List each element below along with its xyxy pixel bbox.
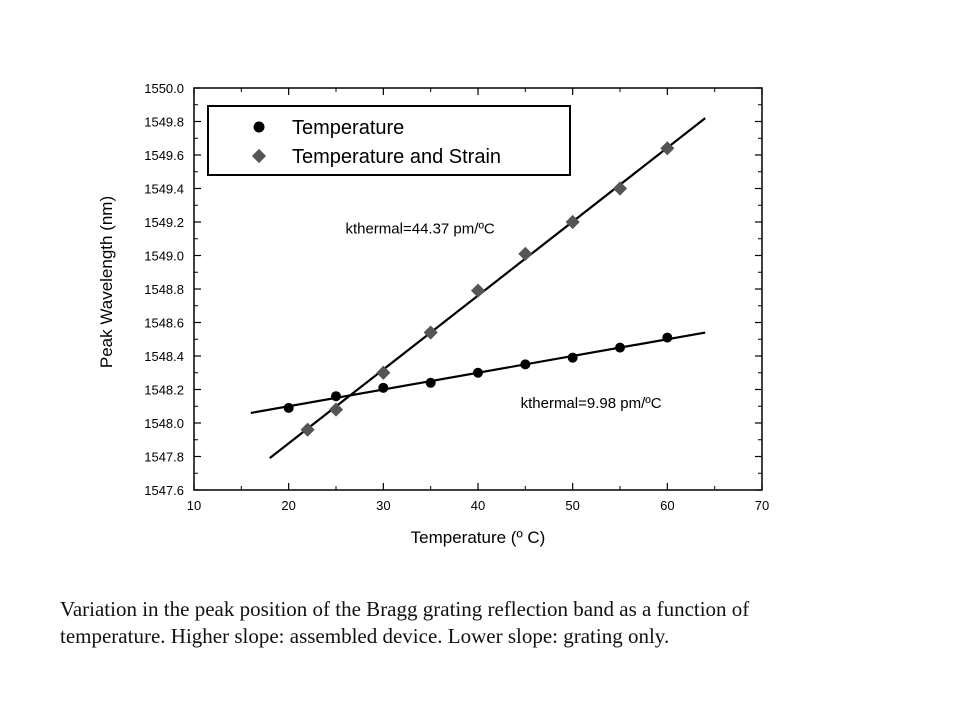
y-tick-label: 1548.8	[144, 282, 184, 297]
annotation-label: kthermal=9.98 pm/ºC	[521, 395, 662, 412]
data-point-temperature	[331, 391, 341, 402]
data-point-temperature	[378, 382, 389, 393]
x-tick-label: 70	[755, 498, 769, 513]
data-point-temperature	[662, 332, 673, 343]
y-tick-label: 1548.0	[144, 416, 184, 431]
y-tick-label: 1550.0	[144, 81, 184, 96]
caption-line-1: Variation in the peak position of the Br…	[60, 597, 750, 621]
data-point-temperature	[567, 352, 578, 363]
x-axis-label: Temperature (º C)	[411, 528, 546, 547]
data-point-temperature-strain	[376, 365, 391, 380]
chart: 1547.6 1547.8 1548.0 1548.2 1548.4 1548.6 1548…	[97, 81, 769, 547]
fit-line	[269, 117, 706, 460]
y-tick-label: 1549.2	[144, 215, 184, 230]
data-point-temperature	[473, 367, 483, 378]
y-axis-ticks: 1547.6 1547.8 1548.0 1548.2 1548.4 1548.6 1548…	[144, 81, 762, 498]
x-tick-label: 10	[187, 498, 201, 513]
legend-diamond-marker	[251, 148, 267, 164]
caption-line-2: temperature. Higher slope: assembled dev…	[60, 624, 670, 648]
data-point-temperature-strain	[300, 422, 315, 437]
x-tick-label: 50	[565, 498, 579, 513]
annotations: kthermal=44.37 pm/ºC kthermal=9.98 pm/ºC	[345, 221, 661, 412]
y-tick-label: 1549.0	[144, 249, 184, 264]
y-axis-label: Peak Wavelength (nm)	[97, 196, 116, 368]
x-axis-ticks: 10 20 30 40 50 60 70	[187, 88, 769, 513]
legend-circle-marker	[253, 121, 265, 133]
data-point-temperature-strain	[423, 325, 438, 340]
legend-label-temperature-strain: Temperature and Strain	[292, 146, 501, 168]
data-point-temperature-strain	[612, 181, 628, 196]
y-tick-label: 1549.4	[144, 182, 184, 197]
x-tick-label: 20	[281, 498, 295, 513]
data-point-temperature-strain	[328, 402, 344, 417]
y-tick-label: 1548.6	[144, 316, 184, 331]
legend-label-temperature: Temperature	[292, 117, 404, 139]
data-point-temperature	[425, 377, 436, 388]
x-tick-label: 30	[376, 498, 390, 513]
data-point-temperature	[615, 342, 625, 353]
figure-caption: Variation in the peak position of the Br…	[60, 596, 920, 650]
data-point-temperature-strain	[565, 214, 580, 230]
data-point-temperature	[283, 402, 294, 413]
y-tick-label: 1549.6	[144, 148, 184, 163]
legend-box	[207, 105, 571, 176]
x-tick-label: 60	[660, 498, 674, 513]
data-point-temperature-strain	[518, 246, 533, 261]
y-tick-label: 1548.2	[144, 383, 184, 398]
y-tick-label: 1547.6	[144, 483, 184, 498]
legend: Temperature Temperature and Strain	[207, 105, 571, 176]
y-tick-label: 1549.8	[144, 115, 184, 130]
data-point-temperature	[520, 359, 531, 370]
y-tick-label: 1547.8	[144, 450, 184, 465]
data-point-temperature-strain	[660, 141, 675, 156]
x-tick-label: 40	[471, 498, 485, 513]
data-points	[283, 141, 675, 437]
annotation-label: kthermal=44.37 pm/ºC	[345, 221, 494, 238]
y-tick-label: 1548.4	[144, 349, 184, 364]
data-point-temperature-strain	[470, 283, 486, 298]
